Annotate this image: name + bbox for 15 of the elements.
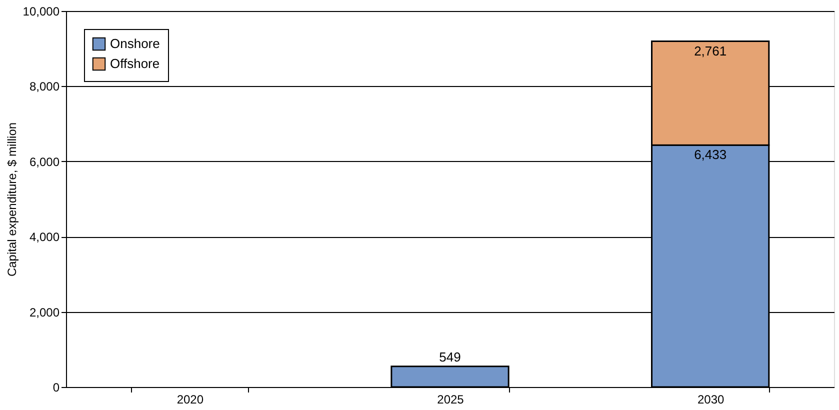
y-tick-label: 8,000: [29, 80, 60, 94]
x-tick-label: 2030: [697, 392, 725, 406]
y-tick-label: 6,000: [29, 154, 60, 169]
y-tick-label: 2,000: [29, 305, 60, 320]
y-tick-label: 10,000: [22, 4, 60, 18]
data-label: 2,761: [694, 43, 727, 58]
y-axis-title: Capital expenditure, $ million: [4, 122, 19, 277]
data-label: 549: [439, 349, 461, 364]
x-tick-label: 2025: [437, 392, 464, 406]
legend-label: Onshore: [110, 36, 160, 51]
data-label: 6,433: [694, 147, 727, 162]
legend-label: Offshore: [110, 56, 160, 71]
y-tick-label: 4,000: [29, 230, 60, 244]
y-tick-label: 0: [52, 380, 60, 394]
x-tick-label: 2020: [176, 392, 204, 406]
